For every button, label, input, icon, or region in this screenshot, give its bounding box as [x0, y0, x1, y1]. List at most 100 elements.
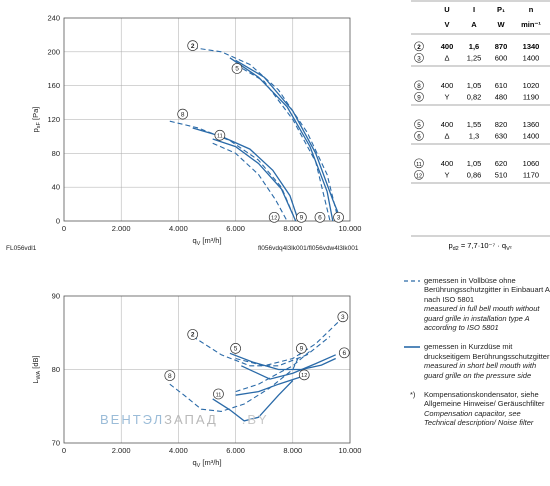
table-curve-num: 3: [417, 56, 421, 63]
top-xtick-label: 4.000: [169, 224, 188, 233]
top-right-note: fl056vdq4l3lk001/fl056vdw4l3lk001: [258, 245, 359, 252]
top-xtick-label: 8.000: [283, 224, 302, 233]
top-curve-marker-8: [177, 108, 189, 120]
top-ytick-label: 40: [52, 183, 60, 192]
table-cell-i: 0,82: [467, 93, 482, 102]
table-cell-n: 1020: [523, 81, 540, 90]
bot-frame: [63, 295, 351, 444]
top-ytick-label: 0: [56, 217, 60, 226]
top-curve-label-12: 12: [268, 211, 280, 223]
bot-curve-marker-9: [296, 343, 307, 354]
table-header: P₁: [497, 5, 505, 14]
table-cell-i: 1,55: [467, 120, 482, 129]
top-xtick-label: 10.000: [339, 224, 362, 233]
table-cell-u: Y: [444, 93, 449, 102]
table-cell-n: 1170: [523, 171, 539, 180]
top-curve-marker-9: [296, 211, 307, 223]
bot-curve-num-9: 9: [300, 346, 304, 353]
top-curve-num-5: 5: [235, 66, 239, 73]
table-curve-num: 9: [417, 95, 421, 102]
legend-dashed-en: measured in full bell mouth without guar…: [424, 304, 540, 333]
watermark-right: .BY: [241, 412, 269, 427]
legend-solid-de: gemessen in Kurzdüse mit druckseitigem B…: [424, 342, 550, 361]
table-cell-n: 1400: [523, 132, 540, 141]
dashed-line-icon: [404, 280, 420, 282]
bot-curve-num-11: 11: [216, 392, 222, 398]
legend-solid-en: measured in short bell mouth with guard …: [424, 361, 537, 380]
pressure-chart: 0 2.000 4.000 6.000 8.000 10.000 0 40 80 120 160 20…: [31, 14, 362, 248]
top-series-6: [235, 64, 331, 222]
top-frame: [63, 17, 351, 222]
top-series-5: [229, 57, 334, 222]
table-formula: pd2 = 7,7·10⁻⁷ · qV²: [448, 241, 511, 252]
top-curve-num-6: 6: [318, 215, 322, 222]
top-left-note: FL056vdl1: [6, 245, 37, 252]
top-curve-label-11: 11: [214, 129, 226, 141]
bot-xlabel: qV [m³/h]: [192, 458, 221, 469]
bot-curve-marker-3: [337, 311, 349, 323]
legend-note-en: Compensation capacitor, see Technical de…: [424, 408, 534, 428]
table-curve-marker: [414, 92, 424, 102]
top-series-2: [192, 47, 340, 222]
table-cell-n: 1400: [523, 54, 540, 63]
table-cell-i: 1,05: [467, 81, 482, 90]
top-curve-label-2: 2: [187, 40, 199, 51]
table-curve-num: 8: [417, 83, 421, 90]
top-curve-num-3: 3: [337, 215, 341, 222]
bot-curve-label-9: 9: [296, 343, 307, 354]
top-ytick-label: 200: [47, 47, 60, 56]
top-curve-label-6: 6: [314, 211, 326, 223]
table-curve-marker: [414, 158, 424, 169]
top-ytick-label: 120: [47, 115, 60, 124]
bot-curve-marker-2: [187, 329, 199, 340]
top-curve-label-5: 5: [231, 63, 243, 74]
table-unit: A: [471, 20, 477, 29]
watermark-left: ВЕНТЭЛ: [100, 412, 165, 427]
table-header: U: [444, 5, 449, 14]
bot-xtick-label: 6.000: [226, 446, 245, 455]
table-unit: W: [497, 20, 505, 29]
bot-series-2: [192, 335, 331, 367]
top-curve-marker-12: [268, 211, 280, 223]
table-cell-u: Y: [444, 171, 449, 180]
bot-curve-num-5: 5: [234, 346, 238, 353]
top-curve-marker-5: [231, 63, 243, 74]
table-header: I: [473, 5, 475, 14]
table-cell-i: 1,6: [469, 42, 479, 51]
top-ytick-label: 240: [47, 14, 60, 23]
table-cell-p: 510: [495, 171, 508, 180]
bot-curve-marker-12: [298, 369, 310, 381]
note-marker: *): [410, 390, 416, 400]
table-unit: V: [444, 20, 449, 29]
legend: gemessen in Vollbüse ohne Berührungsschu…: [404, 276, 550, 438]
sound-chart: 0 2.000 4.000 6.000 8.000 10.000 70 80 90 2 5 8 11 9 1…: [31, 292, 361, 470]
bot-curve-marker-8: [164, 370, 176, 381]
bot-series-9: [235, 350, 311, 393]
table-curve-num: 6: [417, 134, 421, 141]
table-cell-u: Δ: [444, 132, 449, 141]
bot-xtick-label: 8.000: [283, 446, 302, 455]
bot-ytick-label: 80: [52, 365, 60, 374]
top-series-9: [192, 127, 300, 222]
bot-series-8: [169, 350, 302, 412]
top-curve-num-8: 8: [181, 111, 185, 118]
table-curve-num: 12: [416, 174, 422, 180]
table-cell-n: 1340: [523, 42, 540, 51]
top-xtick-label: 0: [62, 224, 66, 233]
bot-ytick-label: 70: [52, 439, 60, 448]
table-header: n: [529, 5, 534, 14]
table-cell-p: 870: [495, 42, 508, 51]
top-curve-marker-3: [333, 211, 344, 223]
table-cell-i: 1,05: [467, 159, 482, 168]
table-cell-i: 1,25: [467, 54, 482, 63]
bot-series-11: [212, 380, 294, 422]
top-curve-num-12: 12: [271, 216, 277, 222]
bot-series-3: [235, 321, 339, 367]
table-cell-p: 600: [495, 54, 508, 63]
table-cell-u: Δ: [444, 54, 449, 63]
bot-xtick-label: 4.000: [169, 446, 188, 455]
table-cell-i: 1,3: [469, 132, 479, 141]
table-cell-p: 630: [495, 132, 508, 141]
bot-series-12: [235, 376, 302, 396]
